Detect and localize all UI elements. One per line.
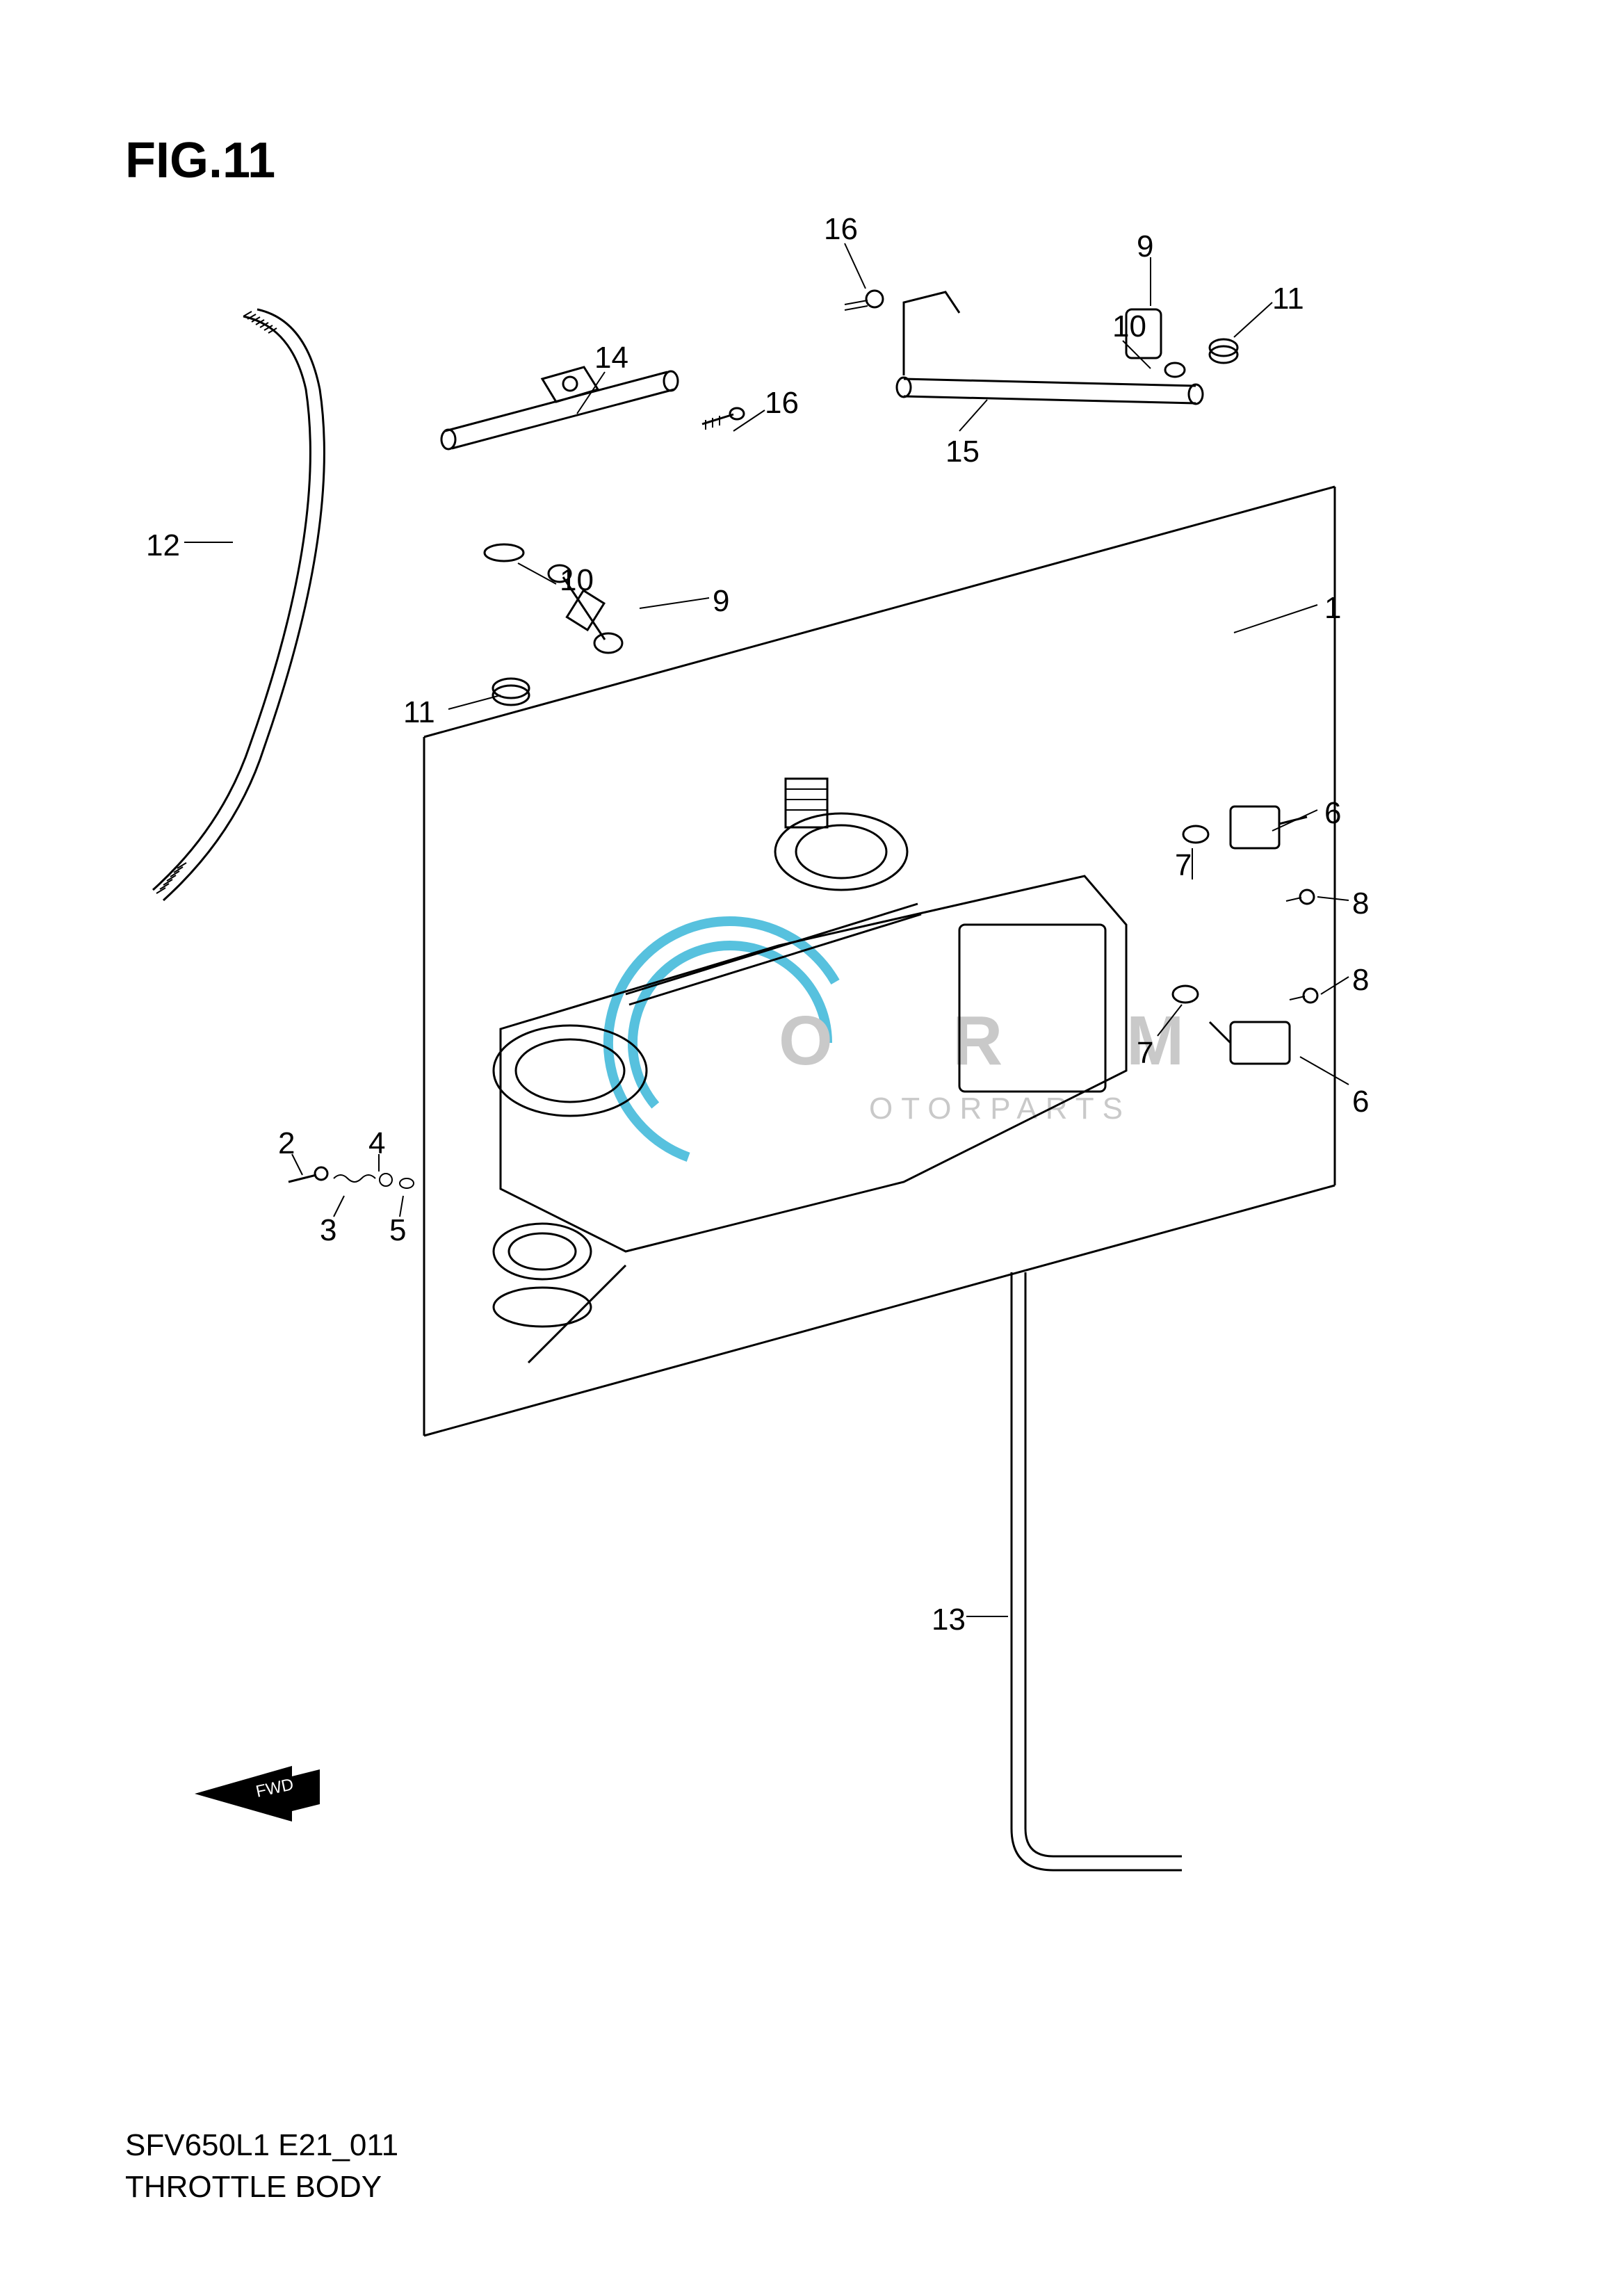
callout-c14: 14 bbox=[594, 341, 628, 375]
callout-c12: 12 bbox=[146, 528, 180, 563]
callout-c6b: 6 bbox=[1352, 1085, 1369, 1119]
callout-c16b: 16 bbox=[765, 386, 799, 421]
callout-c9b: 9 bbox=[713, 584, 729, 619]
callout-c10b: 10 bbox=[560, 563, 594, 598]
callout-c7b: 7 bbox=[1137, 1036, 1153, 1071]
callout-c10a: 10 bbox=[1112, 309, 1146, 344]
callout-c11b: 11 bbox=[403, 695, 435, 730]
callout-c1: 1 bbox=[1324, 591, 1341, 626]
callout-c13: 13 bbox=[932, 1603, 966, 1637]
callout-c5: 5 bbox=[389, 1213, 406, 1248]
callout-c15: 15 bbox=[945, 435, 980, 469]
footer-code: SFV650L1 E21_011 bbox=[125, 2128, 398, 2163]
footer-name: THROTTLE BODY bbox=[125, 2170, 382, 2205]
callout-c6a: 6 bbox=[1324, 796, 1341, 831]
page: FIG.11 ORM OTORPARTS FWD 169111014161512… bbox=[0, 0, 1624, 2295]
callout-c3: 3 bbox=[320, 1213, 336, 1248]
diagram-canvas: FWD bbox=[0, 0, 1624, 2295]
callout-c11a: 11 bbox=[1272, 282, 1304, 316]
callout-c9a: 9 bbox=[1137, 229, 1153, 264]
callout-c8b: 8 bbox=[1352, 963, 1369, 998]
callout-c7a: 7 bbox=[1175, 848, 1192, 883]
callout-c2: 2 bbox=[278, 1126, 295, 1161]
callout-c16a: 16 bbox=[824, 212, 858, 247]
callout-c4: 4 bbox=[368, 1126, 385, 1161]
callout-c8a: 8 bbox=[1352, 886, 1369, 921]
